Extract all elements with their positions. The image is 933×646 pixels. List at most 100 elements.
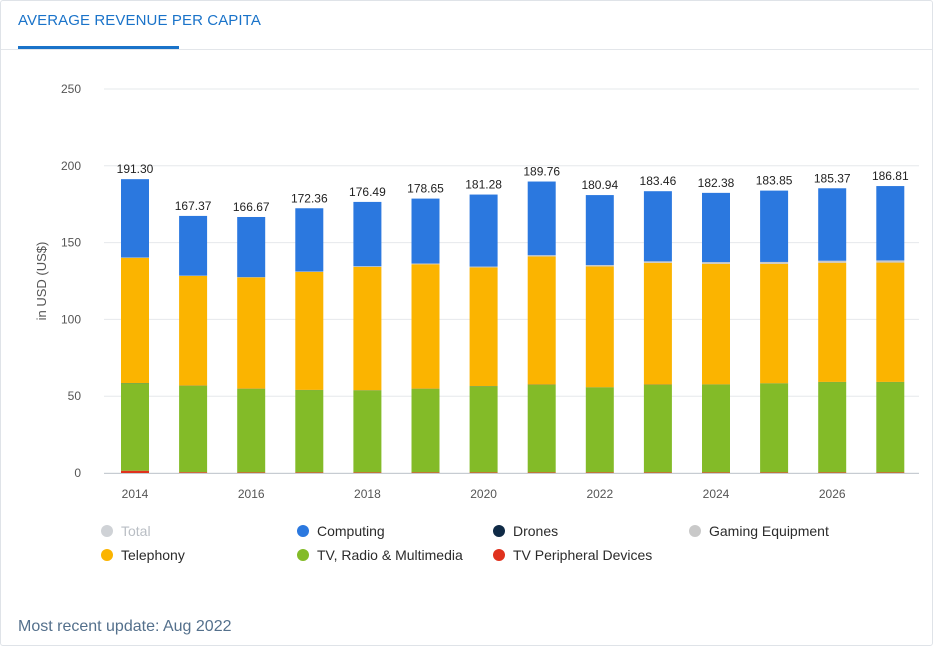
x-tick-label: 2020	[470, 487, 497, 501]
bar-segment-computing	[295, 208, 324, 272]
tab-average-revenue-per-capita[interactable]: AVERAGE REVENUE PER CAPITA	[18, 12, 261, 29]
bar-segment-tv	[876, 382, 905, 473]
bar-segment-tv	[121, 383, 149, 471]
bar-segment-telephony	[760, 263, 789, 384]
x-tick-label: 2026	[819, 487, 846, 501]
bar-segment-computing	[585, 195, 614, 266]
legend-label: Telephony	[121, 547, 185, 563]
bar-segment-computing	[179, 215, 208, 276]
legend-item-drones[interactable]: Drones	[493, 523, 558, 539]
legend-item-total[interactable]: Total	[101, 523, 151, 539]
bar-segment-telephony	[643, 262, 672, 385]
bar-segment-computing	[876, 186, 905, 261]
bar-segment-gaming	[353, 266, 382, 267]
y-tick-label: 0	[74, 466, 81, 480]
legend-marker	[689, 525, 701, 537]
legend-marker	[297, 525, 309, 537]
bar-segment-tv	[527, 384, 556, 473]
bar-segment-peripheral	[353, 472, 382, 473]
bar-segment-telephony	[469, 267, 498, 387]
legend-item-tv[interactable]: TV, Radio & Multimedia	[297, 547, 463, 563]
bar-segment-telephony	[121, 257, 149, 383]
y-tick-label: 150	[61, 236, 81, 250]
bar-segment-telephony	[527, 256, 556, 385]
bar-segment-peripheral	[179, 472, 208, 473]
legend-label: TV, Radio & Multimedia	[317, 547, 463, 563]
legend-label: Total	[121, 523, 151, 539]
bar-segment-tv	[353, 390, 382, 473]
bar-segment-tv	[585, 387, 614, 473]
stacked-bar-chart: 0 50 100 150 200 250 in USD (US$) 191.30 167.37 1…	[34, 82, 919, 501]
legend-label: Drones	[513, 523, 559, 539]
bar-segment-computing	[411, 198, 440, 264]
y-tick-label: 250	[61, 82, 81, 96]
legend-item-peripheral[interactable]: TV Peripheral Devices	[493, 547, 652, 563]
total-data-label: 180.94	[581, 178, 618, 192]
legend-label: Computing	[317, 523, 385, 539]
legend-label: TV Peripheral Devices	[513, 547, 653, 563]
bar-segment-gaming	[702, 262, 730, 264]
bar-segment-peripheral	[585, 472, 614, 473]
bar-segment-telephony	[179, 275, 208, 386]
total-data-label: 183.85	[756, 174, 793, 188]
bar-segment-peripheral	[760, 472, 789, 473]
tab-bar: AVERAGE REVENUE PER CAPITA	[1, 1, 932, 50]
total-data-label: 183.46	[640, 174, 677, 188]
legend-item-computing[interactable]: Computing	[297, 523, 385, 539]
bar-segment-telephony	[585, 266, 614, 388]
legend: Total Computing Drones Gaming Equipment Tele…	[1, 523, 932, 573]
bar-segment-telephony	[702, 263, 730, 385]
legend-marker	[493, 549, 505, 561]
bar-segment-gaming	[760, 261, 789, 264]
bar-segment-computing	[818, 188, 847, 261]
bar-segment-tv	[702, 384, 730, 473]
bar-segment-gaming	[585, 265, 614, 267]
bar-segment-telephony	[295, 271, 324, 390]
y-axis-label: in USD (US$)	[34, 242, 49, 321]
legend-marker	[493, 525, 505, 537]
y-tick-label: 50	[68, 389, 82, 403]
bar-segment-peripheral	[469, 472, 498, 473]
bar-segment-telephony	[237, 277, 266, 389]
legend-label: Gaming Equipment	[709, 523, 829, 539]
total-data-label: 185.37	[814, 171, 851, 185]
total-data-label: 172.36	[291, 191, 328, 205]
total-data-label: 181.28	[465, 178, 502, 192]
bar-segment-gaming	[469, 266, 498, 268]
bar-segment-tv	[295, 390, 324, 473]
bar-segment-gaming	[411, 263, 440, 265]
legend-marker	[101, 525, 113, 537]
y-tick-label: 200	[61, 159, 81, 173]
bar-segment-telephony	[818, 262, 847, 382]
total-data-label: 167.37	[175, 199, 212, 213]
bar-segment-computing	[702, 192, 730, 263]
bar-segment-tv	[179, 385, 208, 473]
bar-segment-computing	[353, 201, 382, 267]
x-tick-label: 2022	[586, 487, 613, 501]
bar-segment-gaming	[818, 260, 847, 263]
x-tick-label: 2014	[122, 487, 149, 501]
bar-segment-peripheral	[876, 472, 905, 473]
total-data-label: 178.65	[407, 182, 444, 196]
bar-segment-peripheral	[237, 472, 266, 473]
bar-segment-gaming	[876, 260, 905, 263]
bar-segment-peripheral	[818, 472, 847, 473]
total-data-label: 189.76	[523, 165, 560, 179]
legend-item-telephony[interactable]: Telephony	[101, 547, 185, 563]
legend-item-gaming[interactable]: Gaming Equipment	[689, 523, 829, 539]
total-data-label: 182.38	[698, 176, 735, 190]
bar-segment-computing	[121, 179, 149, 258]
bar-segment-peripheral	[702, 472, 730, 473]
x-tick-label: 2024	[703, 487, 730, 501]
bar-segment-computing	[469, 194, 498, 267]
bar-segment-computing	[527, 181, 556, 256]
bar-segment-telephony	[411, 264, 440, 389]
total-data-label: 191.30	[117, 162, 154, 176]
bar-segment-tv	[818, 382, 847, 473]
bar-segment-computing	[643, 191, 672, 262]
bar-segment-peripheral	[411, 472, 440, 473]
total-data-label: 166.67	[233, 200, 270, 214]
bar-segment-computing	[760, 190, 789, 262]
y-tick-label: 100	[61, 312, 81, 326]
